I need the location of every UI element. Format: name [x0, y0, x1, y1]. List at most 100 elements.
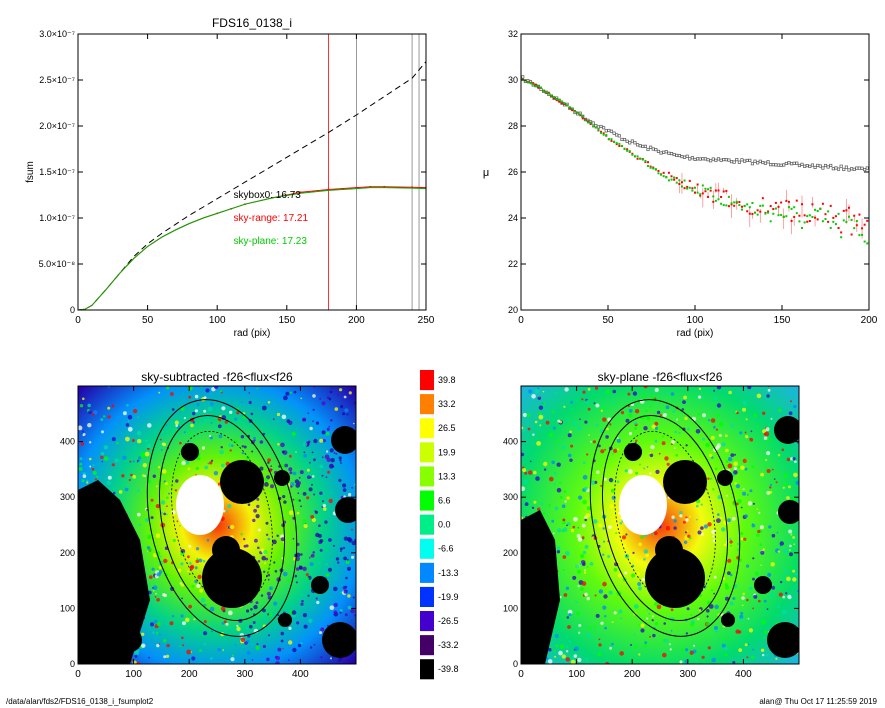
noise-pixel [219, 390, 223, 393]
noise-pixel [685, 648, 689, 652]
mu-point [780, 213, 783, 216]
noise-pixel [779, 580, 783, 584]
mu-point [847, 168, 851, 172]
noise-pixel [729, 540, 733, 544]
noise-pixel [339, 388, 343, 392]
mu-point [696, 191, 699, 194]
noise-pixel [611, 495, 616, 500]
mu-point [837, 212, 840, 215]
mu-point [654, 148, 658, 152]
noise-pixel [315, 421, 320, 425]
noise-pixel [707, 477, 710, 480]
noise-pixel [554, 506, 559, 511]
mu-point [581, 115, 584, 118]
noise-pixel [790, 457, 794, 461]
colorbar-label: -6.6 [438, 544, 454, 554]
noise-pixel [638, 586, 642, 591]
noise-pixel [573, 516, 578, 522]
noise-pixel [140, 454, 145, 459]
mu-point [732, 160, 736, 164]
fsum-ytick-label: 2.0×10⁻⁷ [39, 121, 75, 131]
noise-pixel [247, 503, 251, 507]
noise-pixel [179, 524, 181, 527]
noise-pixel [556, 528, 562, 533]
noise-pixel [88, 410, 92, 415]
mu-point [683, 179, 686, 182]
noise-pixel [200, 597, 206, 603]
noise-pixel [91, 412, 95, 416]
noise-pixel [300, 553, 303, 556]
img1-xtick-label: 300 [236, 669, 253, 680]
mu-point [586, 120, 589, 123]
noise-pixel [762, 653, 765, 657]
mu-point [861, 233, 864, 236]
noise-pixel [654, 601, 659, 607]
noise-pixel [710, 435, 715, 440]
noise-pixel [311, 517, 316, 523]
mu-point [641, 144, 645, 148]
noise-pixel [319, 438, 324, 443]
noise-pixel [742, 592, 746, 596]
mu-point [609, 129, 614, 133]
noise-pixel [670, 629, 673, 632]
noise-pixel [792, 536, 795, 539]
noise-pixel [649, 472, 652, 475]
noise-pixel [537, 396, 542, 400]
noise-pixel [218, 434, 223, 439]
noise-pixel [306, 468, 310, 472]
mu-point [787, 161, 791, 165]
noise-pixel [727, 518, 731, 523]
noise-pixel [793, 543, 795, 545]
noise-pixel [231, 444, 234, 447]
mu-point [685, 154, 689, 158]
noise-pixel [228, 443, 233, 447]
mu-point [594, 126, 597, 129]
mu-point [839, 164, 843, 168]
noise-pixel [583, 486, 588, 491]
noise-pixel [538, 405, 544, 410]
noise-pixel [712, 535, 715, 538]
noise-pixel [789, 566, 792, 569]
noise-pixel [628, 469, 633, 474]
noise-pixel [149, 389, 153, 394]
mu-point [638, 144, 642, 148]
noise-pixel [297, 492, 300, 495]
noise-pixel [535, 476, 540, 481]
mu-point [785, 215, 788, 218]
noise-pixel [608, 477, 614, 483]
colorbar: 39.833.226.519.913.36.60.0-6.6-13.3-19.9… [420, 370, 459, 680]
noise-pixel [531, 394, 536, 399]
mu-point [657, 169, 660, 172]
noise-pixel [771, 468, 774, 471]
noise-pixel [765, 466, 768, 469]
noise-pixel [303, 451, 306, 454]
noise-pixel [771, 533, 776, 538]
noise-pixel [252, 518, 256, 523]
noise-pixel [82, 474, 87, 479]
noise-pixel [309, 646, 313, 649]
noise-pixel [662, 639, 665, 642]
mu-point [680, 181, 683, 184]
noise-pixel [591, 536, 595, 539]
noise-pixel [607, 555, 611, 558]
mu-point [831, 167, 835, 171]
noise-pixel [227, 610, 233, 616]
noise-pixel [305, 573, 309, 577]
mu-point [837, 227, 840, 230]
noise-pixel [187, 570, 190, 573]
noise-pixel [636, 572, 640, 576]
mu-point [607, 138, 610, 141]
noise-pixel [752, 557, 755, 560]
noise-pixel [654, 622, 659, 626]
noise-pixel [209, 461, 213, 465]
noise-pixel [763, 630, 768, 634]
mu-point [647, 164, 650, 167]
noise-pixel [288, 467, 293, 472]
mu-point [821, 166, 825, 170]
noise-pixel [654, 387, 659, 393]
noise-pixel [311, 451, 314, 454]
noise-pixel [309, 557, 311, 559]
noise-pixel [534, 388, 540, 394]
noise-pixel [563, 593, 568, 597]
mu-point [646, 147, 650, 152]
